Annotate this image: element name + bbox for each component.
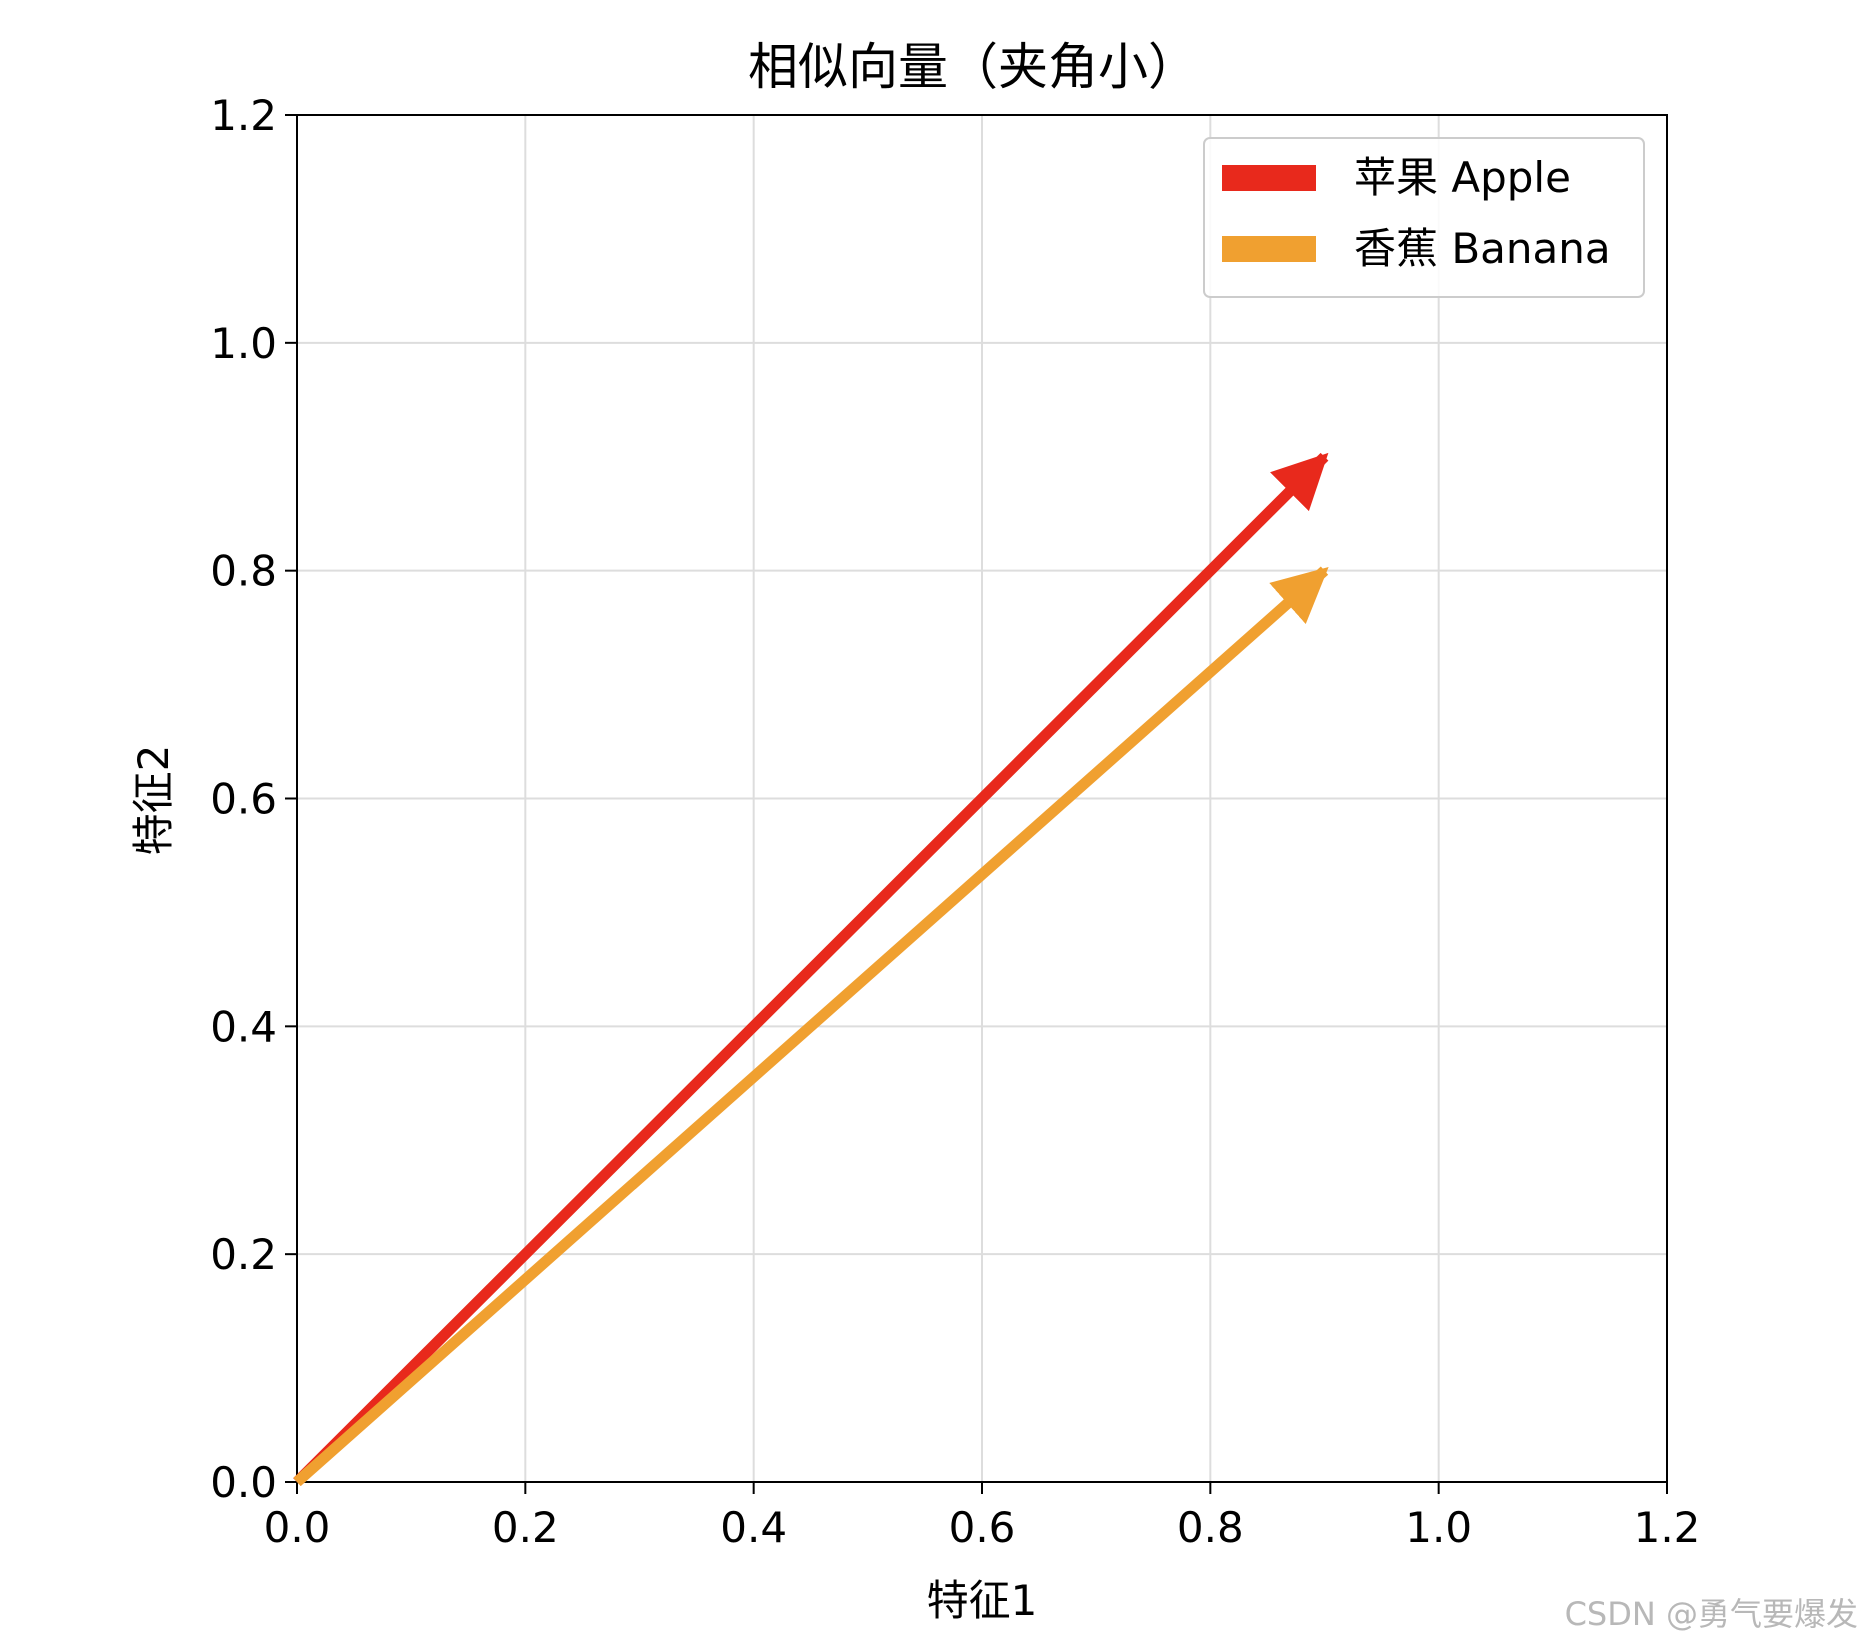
legend: 苹果 Apple 香蕉 Banana (1203, 137, 1645, 298)
x-tick-label: 0.2 (492, 1503, 559, 1552)
x-axis: 0.0 0.2 0.4 0.6 0.8 1.0 1.2 (264, 1482, 1701, 1552)
y-tick-label: 0.0 (210, 1458, 277, 1507)
y-tick-label: 0.8 (210, 547, 277, 596)
x-tick-label: 1.2 (1634, 1503, 1701, 1552)
chart-title: 相似向量（夹角小） (748, 38, 1198, 96)
vector-series (293, 452, 1329, 1487)
y-tick-label: 1.0 (210, 319, 277, 368)
x-tick-label: 0.8 (1177, 1503, 1244, 1552)
y-axis-label: 特征2 (129, 745, 178, 856)
vector-arrow-banana (293, 566, 1329, 1487)
y-tick-label: 0.2 (210, 1230, 277, 1279)
watermark: CSDN @勇气要爆发 (1565, 1595, 1858, 1633)
y-axis: 0.0 0.2 0.4 0.6 0.8 1.0 1.2 (210, 91, 297, 1507)
x-tick-label: 0.4 (720, 1503, 787, 1552)
x-tick-label: 1.0 (1405, 1503, 1472, 1552)
y-tick-label: 1.2 (210, 91, 277, 140)
legend-label-banana: 香蕉 Banana (1354, 224, 1611, 273)
y-tick-label: 0.4 (210, 1002, 277, 1051)
x-tick-label: 0.0 (264, 1503, 331, 1552)
legend-label-apple: 苹果 Apple (1354, 153, 1571, 202)
x-axis-label: 特征1 (927, 1576, 1038, 1625)
legend-swatch-banana (1222, 236, 1316, 262)
x-tick-label: 0.6 (949, 1503, 1016, 1552)
vector-arrow-apple (293, 452, 1329, 1486)
y-tick-label: 0.6 (210, 775, 277, 824)
legend-swatch-apple (1222, 165, 1316, 191)
